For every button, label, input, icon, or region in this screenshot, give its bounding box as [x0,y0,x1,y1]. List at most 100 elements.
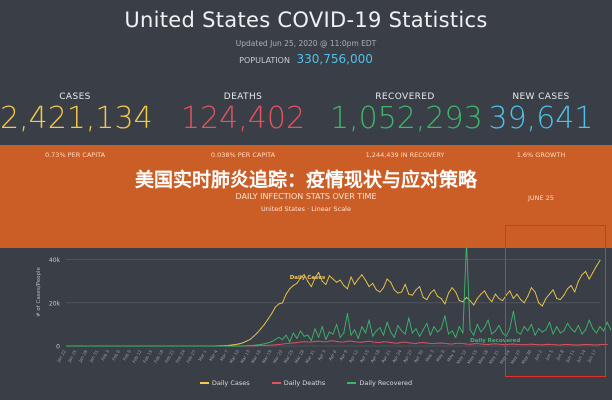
legend-item-daily-recovered: Daily Recovered [347,379,412,387]
data-point [588,278,590,280]
data-point [566,288,569,290]
data-point [271,344,273,346]
data-point [599,344,601,346]
series-line-daily-recovered [66,241,612,347]
chart-subtitle: United States · Linear Scale [261,205,351,213]
data-point [310,340,312,342]
data-point [509,343,511,345]
data-point [372,341,374,343]
data-point [278,303,280,305]
highlight-box [505,225,606,377]
data-point [527,343,529,345]
data-point [451,343,453,345]
data-point [502,343,504,346]
x-tick-label: Jan 22 [55,349,67,364]
data-point [375,341,377,343]
x-tick-label: Apr 18 [369,349,380,364]
x-tick-label: Apr 30 [413,349,424,364]
data-point [440,297,442,300]
stat-cases: CASES 2,421,134 [0,92,153,136]
x-tick-label: Jun 2 [533,349,543,362]
x-tick-label: Apr 21 [380,349,391,364]
data-point [325,283,327,285]
x-tick-label: Mar 22 [272,349,284,364]
data-point [465,343,468,345]
data-point [516,331,518,333]
data-point [455,291,457,293]
data-point [487,343,489,346]
data-point [556,344,558,346]
data-point [447,333,450,335]
data-point [534,334,536,336]
data-point [480,331,482,333]
data-point [271,313,273,315]
data-point [422,296,424,298]
data-point [318,272,320,274]
data-point [242,342,244,344]
data-point [502,300,504,302]
data-point [437,295,439,297]
data-point [289,341,291,343]
data-point [296,341,298,344]
data-point [242,345,244,347]
data-point [545,297,547,300]
data-point [314,340,316,343]
data-point [516,343,518,345]
data-point [310,341,312,343]
data-point [415,289,417,291]
data-point [422,329,424,331]
data-point [559,299,561,301]
data-point [357,341,359,343]
data-point [336,281,338,283]
data-point [577,280,579,282]
x-tick-label: Feb 9 [122,349,132,362]
data-point [231,344,233,346]
data-point [393,342,395,344]
data-point [455,336,457,338]
population-value: 330,756,000 [296,52,373,66]
data-point [426,322,428,324]
data-point [411,342,413,344]
data-point [238,345,240,347]
data-point [401,330,403,332]
data-point [570,328,572,330]
data-point [581,333,583,335]
data-point [328,275,330,277]
data-point [437,342,439,344]
data-point [473,343,475,345]
chart-title: DAILY INFECTION STATS OVER TIME [235,192,377,201]
data-point [332,333,334,335]
data-point [545,343,547,346]
data-point [307,280,309,282]
data-point [364,340,367,343]
data-point [404,341,406,343]
data-point [350,340,352,342]
data-point [462,332,464,334]
headline-banner [0,145,612,248]
data-point [509,290,511,292]
data-point [585,270,587,273]
data-point [397,342,399,344]
data-point [462,343,464,345]
data-point [328,331,330,333]
x-tick-label: Apr 3 [317,349,327,362]
data-point [577,324,579,327]
data-point [256,344,258,346]
population-label: POPULATION [239,56,290,65]
data-point [512,297,514,300]
data-point [509,328,511,330]
data-point [516,293,518,295]
data-point [375,330,377,332]
x-tick-label: Mar 13 [239,349,251,364]
legend-label: Daily Deaths [283,379,326,387]
page-title: United States COVID-19 Statistics [124,8,488,32]
data-point [556,326,558,328]
x-tick-label: Mar 1 [197,349,207,362]
data-point [321,280,323,282]
data-point [397,292,399,294]
data-point [610,329,612,331]
data-point [444,303,446,305]
x-tick-label: Apr 15 [359,349,370,364]
x-tick-label: Mar 7 [219,349,229,362]
data-point [520,333,522,335]
